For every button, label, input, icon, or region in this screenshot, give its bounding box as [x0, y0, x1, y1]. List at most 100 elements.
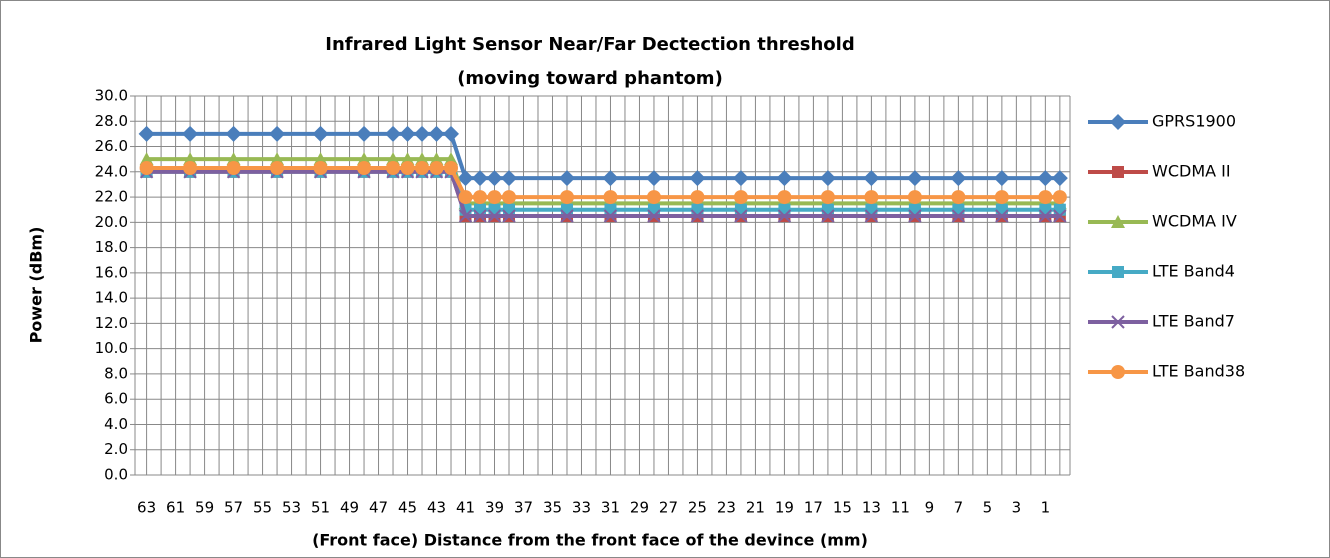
y-tick-label: 16.0 [95, 263, 128, 281]
data-point [1052, 190, 1067, 205]
data-point [503, 203, 515, 216]
data-point [415, 161, 430, 176]
data-point [313, 152, 328, 166]
data-point [458, 209, 473, 223]
y-tick-label: 18.0 [95, 238, 128, 256]
data-point [645, 170, 662, 187]
data-point [778, 203, 791, 216]
y-tick-label: 12.0 [95, 314, 128, 332]
data-point [559, 190, 574, 205]
data-point [138, 125, 155, 142]
data-point [734, 203, 747, 216]
x-tick-label: 5 [983, 499, 993, 517]
series-line [146, 169, 1060, 219]
legend-label: LTE Band38 [1152, 362, 1245, 381]
data-point [908, 203, 921, 216]
legend-label: LTE Band7 [1152, 312, 1235, 331]
data-point [487, 190, 502, 205]
legend-label: WCDMA II [1152, 162, 1231, 181]
y-tick-label: 20.0 [95, 213, 128, 231]
x-tick-label: 35 [543, 499, 562, 517]
x-tick-label: 29 [630, 499, 649, 517]
data-point [182, 125, 199, 142]
y-tick-label: 14.0 [95, 289, 128, 307]
data-point [734, 209, 748, 223]
data-point [428, 125, 445, 142]
data-point [139, 161, 154, 176]
x-tick-label: 59 [195, 499, 214, 517]
data-point [472, 170, 489, 187]
data-point [183, 152, 198, 166]
data-point [488, 203, 501, 216]
data-point [863, 170, 880, 187]
data-point [603, 190, 618, 205]
series-line [146, 166, 1060, 200]
x-tick-label: 33 [572, 499, 591, 517]
x-tick-label: 43 [427, 499, 446, 517]
data-point [864, 209, 879, 223]
y-tick-label: 2.0 [104, 440, 128, 458]
data-point [502, 190, 516, 205]
data-point [226, 161, 241, 176]
data-point [864, 190, 879, 205]
data-point [952, 203, 965, 216]
data-point [602, 170, 619, 187]
data-point [691, 203, 704, 216]
data-point [993, 170, 1010, 187]
legend-marker [1112, 266, 1124, 278]
data-point [603, 209, 618, 223]
y-axis-title: Power (dBm) [27, 227, 46, 344]
y-tick-label: 30.0 [95, 87, 128, 105]
y-tick-label: 10.0 [95, 339, 128, 357]
x-tick-label: 3 [1012, 499, 1022, 517]
data-point [357, 152, 372, 166]
legend-label: LTE Band4 [1152, 262, 1235, 281]
data-point [951, 209, 966, 223]
x-tick-label: 9 [925, 499, 935, 517]
data-point [385, 125, 402, 142]
data-point [225, 125, 242, 142]
data-point [399, 125, 416, 142]
y-tick-label: 24.0 [95, 162, 128, 180]
data-point [732, 170, 749, 187]
x-tick-label: 39 [485, 499, 504, 517]
data-point [444, 152, 459, 166]
data-point [356, 125, 373, 142]
x-tick-label: 41 [456, 499, 475, 517]
legend-label: GPRS1900 [1152, 112, 1236, 131]
data-point [502, 209, 516, 223]
data-point [474, 203, 487, 216]
y-tick-label: 28.0 [95, 112, 128, 130]
data-point [1053, 209, 1067, 223]
data-point [269, 125, 286, 142]
x-tick-label: 51 [311, 499, 330, 517]
x-tick-label: 25 [688, 499, 707, 517]
x-axis-title: (Front face) Distance from the front fac… [312, 531, 868, 550]
data-point [776, 170, 793, 187]
data-point [865, 203, 878, 216]
data-point [777, 190, 792, 205]
data-point [357, 161, 372, 176]
data-point [820, 190, 835, 205]
data-point [473, 190, 488, 205]
data-point [560, 209, 574, 223]
data-point [777, 209, 792, 223]
data-point [443, 125, 460, 142]
data-point [1037, 170, 1054, 187]
x-tick-label: 13 [862, 499, 881, 517]
data-point [429, 152, 444, 166]
y-tick-label: 6.0 [104, 390, 128, 408]
chart-subtitle: (moving toward phantom) [457, 68, 723, 89]
x-tick-label: 17 [804, 499, 823, 517]
x-tick-label: 7 [954, 499, 964, 517]
data-point [951, 190, 966, 205]
data-point [400, 152, 415, 166]
x-tick-label: 27 [659, 499, 678, 517]
data-point [487, 209, 502, 223]
data-point [1051, 170, 1068, 187]
legend-marker [1111, 215, 1125, 228]
legend-marker [1111, 315, 1125, 329]
data-point [560, 203, 573, 216]
y-tick-label: 22.0 [95, 188, 128, 206]
x-tick-label: 15 [833, 499, 852, 517]
